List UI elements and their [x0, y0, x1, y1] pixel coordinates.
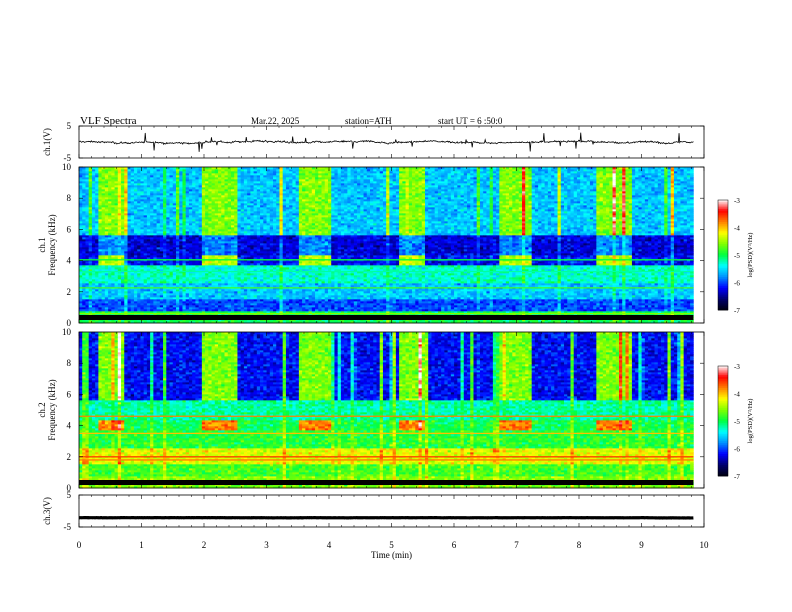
ch1-waveform-trace [79, 133, 693, 152]
colorbar-tick-label: -7 [734, 307, 740, 315]
ch1-waveform-panel: 5-5ch.1(V) [42, 121, 704, 163]
ch2-colorbar: -3 -4 -5 -6 -7 log(PSD)(V²/Hz) [718, 363, 754, 481]
ch3-waveform-ylabel: ch.3(V) [42, 497, 52, 525]
ch1-spectrogram-ytick-label: 4 [67, 256, 72, 266]
ch1-spectrogram-ytick-label: 10 [62, 162, 72, 172]
x-tick-label: 9 [639, 540, 644, 550]
x-tick-label: 3 [264, 540, 269, 550]
ch1-spectrogram-ytick-label: 6 [67, 224, 72, 234]
colorbar-tick-label: -6 [734, 446, 740, 454]
ch2-spectrogram-cells [79, 332, 694, 488]
colorbar-tick-label: -4 [734, 391, 740, 399]
ch1-spectrogram-low-freq-strip [79, 315, 693, 320]
ch2-spectrogram-ytick-label: 2 [67, 452, 72, 462]
ch1-waveform-ylabel: ch.1(V) [42, 128, 52, 156]
colorbar-tick-label: -3 [734, 197, 740, 205]
x-tick-label: 0 [77, 540, 82, 550]
ch2-spectrogram-ylabel: Frequency (kHz) [47, 379, 57, 440]
ch1-spectrogram-ylabel: ch.1 [37, 237, 47, 252]
ch1-spectrogram-ytick-label: 2 [67, 287, 72, 297]
ch2-spectrogram-ytick-label: 10 [62, 327, 72, 337]
x-axis-label: Time (min) [371, 550, 412, 560]
ch3-waveform-frame [79, 495, 704, 527]
time-axis: 0 1 2 3 4 5 6 7 8 9 10 Time (min) [77, 540, 709, 560]
colorbar-label: log(PSD)(V²/Hz) [747, 399, 754, 444]
ch3-waveform-ytick-label: 5 [67, 490, 72, 500]
colorbar-tick-label: -6 [734, 280, 740, 288]
ch1-spectrogram-ytick-label: 8 [67, 193, 72, 203]
colorbar-tick-label: -5 [734, 252, 740, 260]
colorbar-tick-label: -3 [734, 363, 740, 371]
x-tick-label: 7 [514, 540, 519, 550]
x-tick-label: 5 [389, 540, 394, 550]
ch2-spectrogram-ytick-label: 8 [67, 358, 72, 368]
ch1-spectrogram-ylabel: Frequency (kHz) [47, 214, 57, 275]
date-label: Mar.22, 2025 [251, 116, 300, 126]
figure-title: VLF Spectra [80, 115, 137, 127]
colorbar-tick-label: -5 [734, 418, 740, 426]
ch1-colorbar: -3 -4 -5 -6 -7 log(PSD)(V²/Hz) [718, 197, 754, 315]
ch2-spectrogram-ytick-label: 4 [67, 421, 72, 431]
ch2-spectrogram-ytick-label: 6 [67, 389, 72, 399]
x-tick-label: 6 [452, 540, 457, 550]
x-tick-label: 8 [577, 540, 582, 550]
ch2-spectrogram-low-freq-strip [79, 480, 693, 485]
colorbar-tick-label: -4 [734, 225, 740, 233]
ch3-waveform-panel: 5 -5 ch.3(V) [42, 490, 704, 532]
ch1-waveform-ytick-label: 5 [67, 121, 72, 131]
colorbar-tick-label: -7 [734, 473, 740, 481]
x-tick-label: 1 [139, 540, 144, 550]
ch3-waveform-ytick-label: -5 [64, 522, 72, 532]
x-tick-label: 10 [700, 540, 710, 550]
ch1-spectrogram-cells [79, 167, 694, 323]
station-label: station=ATH [345, 116, 392, 126]
x-tick-label: 4 [327, 540, 332, 550]
colorbar-label: log(PSD)(V²/Hz) [747, 233, 754, 278]
ch2-spectrogram-ylabel: ch.2 [37, 402, 47, 417]
x-tick-label: 2 [202, 540, 207, 550]
start-time-label: start UT = 6 :50:0 [438, 116, 503, 126]
